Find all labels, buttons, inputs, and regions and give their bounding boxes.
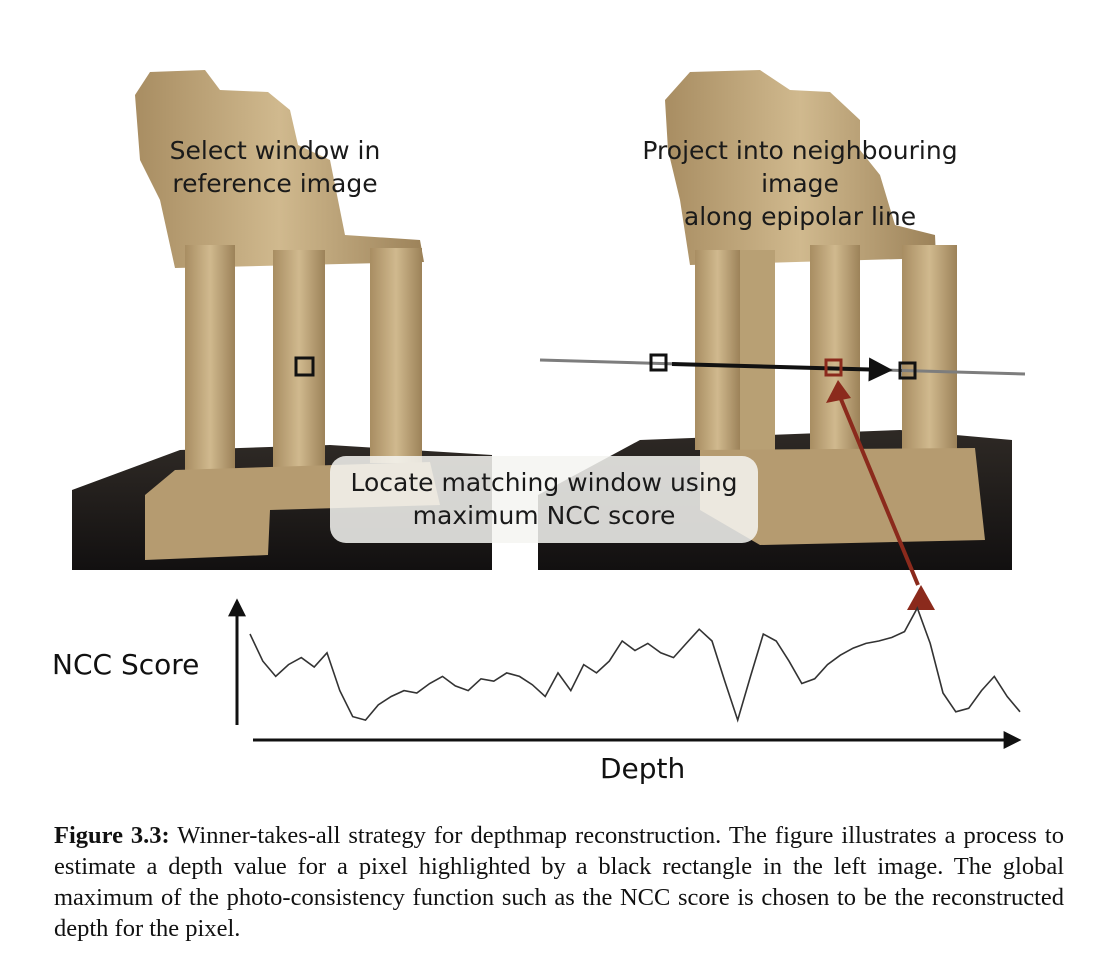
ncc-score-curve — [249, 606, 1021, 723]
match-pointer-line — [836, 391, 920, 586]
right-column-4 — [902, 245, 957, 455]
right-ruin-top — [665, 70, 936, 265]
caption-text: Winner-takes-all strategy for depthmap r… — [54, 822, 1064, 942]
projected-window-start — [649, 353, 668, 372]
reference-callout: Select window in reference image — [169, 136, 381, 198]
reference-window-marker — [294, 356, 315, 377]
peak-triangle-marker — [907, 585, 935, 610]
right-column-1 — [695, 250, 740, 450]
project-callout: Project into neighbouring image along ep… — [642, 136, 958, 231]
left-column-2 — [273, 250, 325, 470]
figure-caption: Figure 3.3: Winner-takes-all strategy fo… — [54, 820, 1064, 944]
left-column-3 — [370, 248, 422, 463]
left-column-1 — [185, 245, 235, 485]
figure-illustration — [72, 70, 1026, 749]
neighbouring-image — [538, 70, 1012, 570]
search-arrow — [671, 357, 893, 382]
locate-callout: Locate matching window using maximum NCC… — [330, 456, 758, 543]
caption-label: Figure 3.3: — [54, 822, 170, 849]
left-ruin-top — [135, 70, 424, 268]
x-axis-label: Depth — [600, 752, 686, 785]
y-axis-label: NCC Score — [52, 648, 200, 681]
projected-window-end — [898, 361, 917, 380]
matched-window-marker — [824, 358, 843, 377]
right-ruin-base — [700, 448, 985, 545]
match-pointer-head — [826, 380, 851, 403]
right-column-2 — [740, 250, 775, 450]
